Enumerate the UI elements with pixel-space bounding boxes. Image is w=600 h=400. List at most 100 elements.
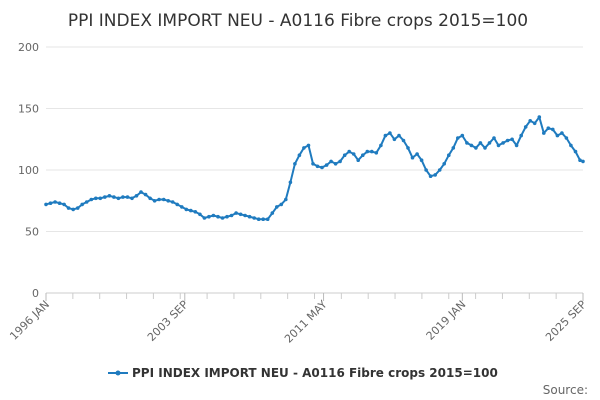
data-point[interactable] [270, 211, 275, 215]
data-point[interactable] [170, 200, 175, 204]
data-point[interactable] [302, 146, 306, 150]
data-point[interactable] [256, 217, 261, 221]
data-point[interactable] [80, 202, 84, 207]
data-point[interactable] [315, 164, 320, 169]
data-point[interactable] [311, 162, 315, 166]
data-point[interactable] [356, 158, 361, 162]
data-point[interactable] [338, 159, 342, 164]
data-point[interactable] [415, 152, 419, 156]
data-point[interactable] [492, 136, 496, 140]
data-point[interactable] [116, 196, 121, 201]
data-point[interactable] [388, 131, 392, 135]
data-point[interactable] [383, 133, 388, 138]
data-point[interactable] [528, 119, 532, 123]
data-point[interactable] [157, 197, 161, 202]
data-point[interactable] [98, 196, 103, 201]
data-point[interactable] [247, 214, 252, 219]
data-point[interactable] [121, 195, 125, 199]
data-point[interactable] [401, 138, 406, 143]
data-point[interactable] [478, 141, 483, 145]
data-point[interactable] [406, 146, 410, 150]
data-point[interactable] [207, 214, 211, 219]
data-point[interactable] [424, 168, 428, 172]
data-point[interactable] [103, 195, 107, 199]
data-point[interactable] [465, 141, 469, 145]
data-point[interactable] [279, 202, 284, 207]
data-point[interactable] [94, 196, 98, 201]
data-point[interactable] [75, 206, 80, 210]
data-point[interactable] [428, 174, 433, 178]
data-point[interactable] [220, 216, 225, 220]
data-point[interactable] [474, 146, 478, 150]
data-point[interactable] [184, 207, 189, 212]
data-point[interactable] [351, 152, 356, 156]
data-point[interactable] [451, 146, 456, 150]
data-point[interactable] [71, 207, 75, 212]
data-point[interactable] [62, 202, 66, 207]
data-point[interactable] [166, 199, 170, 203]
data-point[interactable] [107, 194, 112, 198]
data-point[interactable] [447, 153, 451, 157]
data-point[interactable] [361, 153, 365, 157]
data-point[interactable] [442, 162, 447, 166]
data-point[interactable] [216, 214, 220, 219]
data-point[interactable] [578, 158, 582, 162]
data-point[interactable] [238, 212, 243, 217]
data-point[interactable] [410, 155, 415, 160]
data-point[interactable] [306, 143, 311, 148]
data-point[interactable] [189, 208, 193, 213]
data-point[interactable] [573, 149, 578, 154]
data-point[interactable] [275, 205, 279, 209]
data-point[interactable] [537, 115, 542, 119]
data-point[interactable] [193, 210, 198, 214]
data-point[interactable] [44, 202, 48, 207]
data-point[interactable] [365, 149, 370, 154]
data-point[interactable] [288, 180, 293, 185]
data-point[interactable] [211, 213, 216, 218]
data-point[interactable] [152, 199, 157, 203]
data-point[interactable] [202, 216, 207, 220]
data-point[interactable] [460, 133, 465, 138]
data-point[interactable] [551, 127, 555, 132]
data-point[interactable] [483, 146, 487, 150]
data-point[interactable] [370, 149, 374, 154]
data-point[interactable] [505, 138, 510, 143]
legend[interactable]: PPI INDEX IMPORT NEU - A0116 Fibre crops… [108, 366, 498, 380]
data-point[interactable] [555, 133, 560, 138]
data-point[interactable] [229, 213, 234, 218]
data-point[interactable] [469, 143, 474, 148]
data-point[interactable] [57, 201, 62, 205]
data-point[interactable] [560, 131, 564, 135]
data-point[interactable] [125, 195, 130, 199]
data-point[interactable] [379, 143, 383, 148]
data-point[interactable] [514, 143, 519, 148]
data-point[interactable] [333, 162, 338, 166]
data-point[interactable] [284, 197, 288, 202]
data-point[interactable] [456, 136, 460, 140]
data-point[interactable] [546, 126, 551, 130]
data-point[interactable] [234, 211, 238, 215]
data-point[interactable] [581, 159, 585, 164]
data-point[interactable] [180, 205, 184, 209]
data-point[interactable] [134, 194, 139, 198]
data-point[interactable] [261, 217, 266, 221]
data-point[interactable] [419, 158, 424, 162]
data-point[interactable] [66, 206, 71, 210]
data-point[interactable] [175, 202, 179, 207]
data-point[interactable] [143, 192, 148, 197]
data-point[interactable] [519, 133, 523, 138]
data-point[interactable] [532, 121, 537, 126]
data-point[interactable] [252, 216, 256, 220]
data-point[interactable] [542, 131, 546, 135]
data-point[interactable] [161, 197, 166, 202]
data-point[interactable] [342, 153, 347, 157]
data-point[interactable] [89, 197, 94, 202]
data-point[interactable] [112, 195, 116, 199]
data-point[interactable] [130, 196, 134, 201]
data-point[interactable] [523, 125, 528, 129]
data-point[interactable] [487, 141, 492, 145]
data-point[interactable] [501, 141, 505, 145]
data-point[interactable] [198, 212, 202, 217]
data-point[interactable] [510, 137, 514, 142]
data-point[interactable] [564, 136, 569, 140]
